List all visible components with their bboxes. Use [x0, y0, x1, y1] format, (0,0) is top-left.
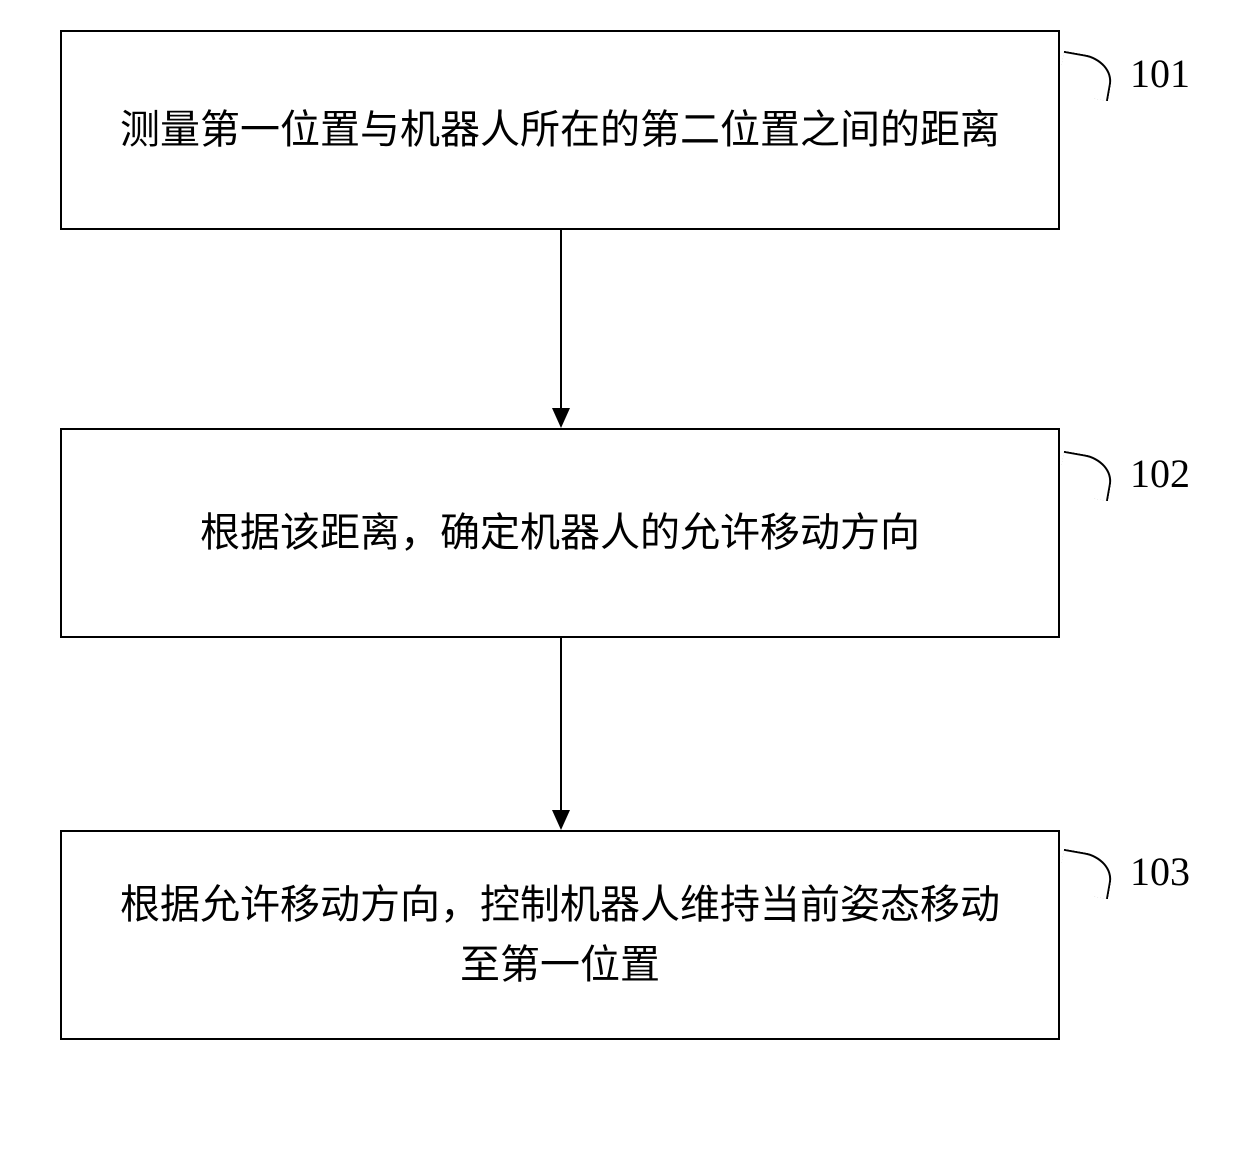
label-connector-curve — [1057, 451, 1116, 501]
flowchart-node-number: 101 — [1130, 50, 1190, 97]
flowchart-node-number: 103 — [1130, 848, 1190, 895]
label-connector-curve — [1057, 51, 1116, 101]
flowchart-node-text: 根据允许移动方向，控制机器人维持当前姿态移动至第一位置 — [102, 875, 1018, 995]
arrow-down-icon — [552, 810, 570, 830]
flowchart-node-number: 102 — [1130, 450, 1190, 497]
flowchart-node: 根据该距离，确定机器人的允许移动方向 — [60, 428, 1060, 638]
flowchart-canvas: 测量第一位置与机器人所在的第二位置之间的距离 101 根据该距离，确定机器人的允… — [0, 0, 1240, 1156]
flowchart-edge — [560, 638, 562, 810]
flowchart-edge — [560, 230, 562, 408]
flowchart-node-text: 根据该距离，确定机器人的允许移动方向 — [200, 503, 920, 563]
label-connector-curve — [1057, 849, 1116, 899]
flowchart-node: 根据允许移动方向，控制机器人维持当前姿态移动至第一位置 — [60, 830, 1060, 1040]
flowchart-node: 测量第一位置与机器人所在的第二位置之间的距离 — [60, 30, 1060, 230]
flowchart-node-text: 测量第一位置与机器人所在的第二位置之间的距离 — [120, 100, 1000, 160]
arrow-down-icon — [552, 408, 570, 428]
